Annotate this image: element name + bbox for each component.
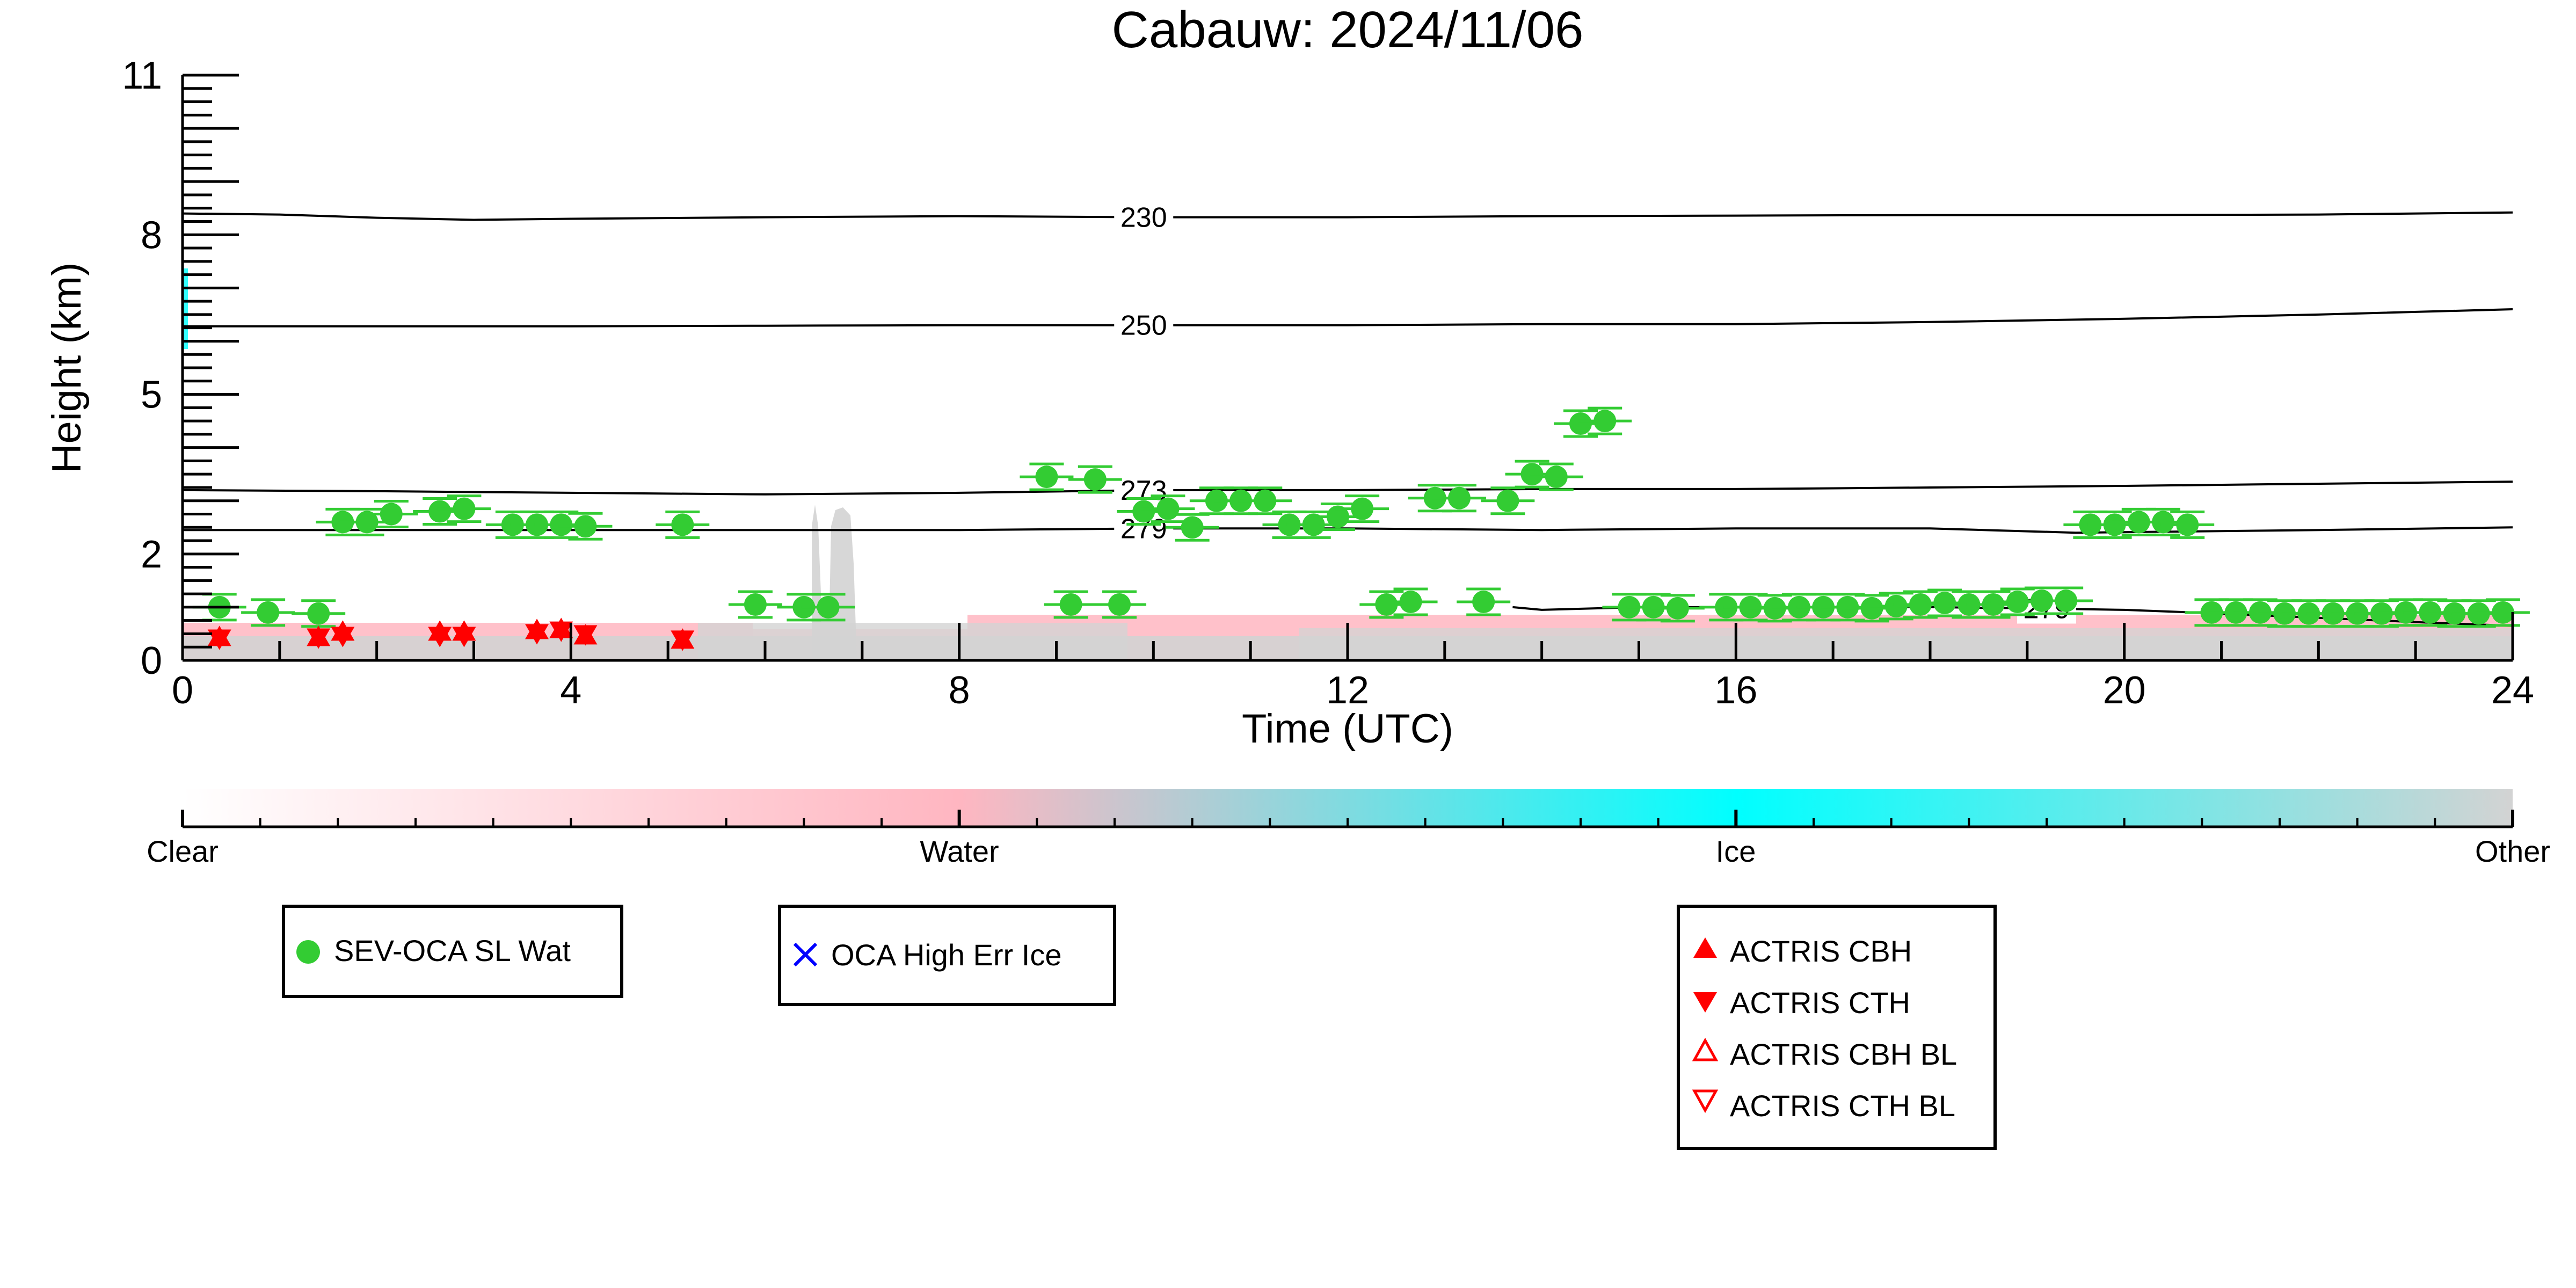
sev-oca-point [558, 512, 613, 541]
sev-oca-point [728, 590, 782, 619]
y-tick-label: 2 [141, 533, 162, 576]
triangle-down-icon [1693, 992, 1717, 1013]
actris-cth-marker [549, 621, 573, 642]
sev-oca-point [364, 500, 418, 528]
x-axis-label: Time (UTC) [1242, 706, 1453, 752]
actris-cth-marker [331, 627, 355, 647]
legend-box [778, 905, 1116, 1006]
actris-cth-marker [671, 630, 695, 651]
x-tick-label: 20 [2103, 669, 2146, 712]
colorbar-label-ice: Ice [1716, 834, 1756, 868]
legend-label: OCA High Err Ice [831, 938, 1061, 972]
actris-cth-marker [428, 627, 452, 647]
triangle-down-open-icon [1692, 1089, 1719, 1114]
sev-oca-point [1286, 510, 1341, 539]
legend-box [1677, 905, 1997, 1150]
actris-cth-marker [573, 625, 598, 646]
sev-oca-point [1141, 494, 1195, 523]
sev-oca-point [1845, 594, 1899, 623]
sev-oca-point [1335, 494, 1389, 523]
colorbar: Clear Water Ice Other [147, 789, 2550, 868]
legend-label: ACTRIS CBH BL [1730, 1037, 1957, 1071]
other-cloud-band [698, 623, 1127, 660]
x-ticks: 0 4 8 12 16 20 24 [172, 623, 2534, 712]
x-marker-icon [793, 942, 818, 967]
sev-oca-point [1918, 588, 1972, 617]
x-tick-label: 8 [949, 669, 970, 712]
x-tick-label: 16 [1714, 669, 1757, 712]
sev-oca-point [1238, 486, 1292, 515]
colorbar-label-water: Water [920, 834, 999, 868]
other-cloud-column [812, 505, 857, 660]
legend-sev-oca: SEV-OCA SL Wat [282, 905, 623, 998]
sev-oca-point [1481, 486, 1535, 515]
sev-oca-point [2160, 510, 2215, 539]
sev-oca-point [801, 593, 855, 622]
contour-line [183, 308, 2513, 328]
sev-oca-point [1650, 594, 1705, 623]
circle-marker-icon [296, 940, 320, 964]
legend-box [282, 905, 623, 998]
contour-line [182, 211, 2513, 221]
sev-oca-point [292, 599, 346, 628]
sev-oca-point [2039, 586, 2093, 615]
y-tick-label: 11 [122, 54, 162, 97]
sev-oca-point [2476, 598, 2530, 627]
actris-cth-marker [525, 624, 549, 645]
sev-oca-point [2087, 510, 2142, 539]
sev-oca-point [1457, 587, 1511, 616]
triangle-up-icon [1693, 937, 1717, 958]
contour-label-bg [1114, 310, 1174, 340]
sev-oca-point [1117, 497, 1171, 526]
chart-title: Cabauw: 2024/11/06 [1112, 1, 1584, 59]
y-tick-label: 0 [141, 639, 162, 682]
legend-oca-high-err: OCA High Err Ice [778, 905, 1116, 1006]
sev-oca-point [534, 510, 588, 539]
colorbar-label-other: Other [2475, 834, 2550, 868]
sev-oca-point [1068, 465, 1122, 494]
x-tick-label: 24 [2491, 669, 2534, 712]
contour-line [182, 481, 2513, 496]
axes [181, 75, 2514, 662]
sev-oca-point [437, 494, 491, 523]
legend-label: ACTRIS CTH BL [1730, 1089, 1955, 1123]
sev-oca-point [1384, 587, 1438, 616]
sev-oca-point [1044, 590, 1098, 619]
y-axis-label: Height (km) [44, 263, 90, 474]
legend-label: ACTRIS CTH [1730, 986, 1910, 1020]
contour-label-bg [1114, 202, 1174, 232]
colorbar-label-clear: Clear [147, 834, 219, 868]
actris-cth-marker [452, 627, 476, 647]
temperature-contours: 230250273279279 [182, 202, 2513, 627]
y-tick-label: 8 [141, 214, 162, 257]
sev-oca-point [1578, 406, 1632, 435]
triangle-up-open-icon [1692, 1037, 1719, 1061]
sev-oca-point [1165, 513, 1219, 542]
x-tick-label: 4 [560, 669, 581, 712]
ice-cloud-patch [183, 268, 188, 349]
x-tick-label: 12 [1326, 669, 1369, 712]
contour-label: 250 [1120, 310, 1167, 341]
legend-actris: ACTRIS CBH ACTRIS CTH ACTRIS CBH BL ACTR… [1677, 905, 1997, 1150]
contour-label: 230 [1120, 202, 1167, 233]
sev-oca-point [1093, 590, 1147, 619]
sev-oca-point [1020, 462, 1074, 491]
colorbar-ticks [181, 810, 2514, 828]
x-tick-label: 0 [172, 669, 193, 712]
sev-oca-point [656, 510, 710, 539]
actris-cth-marker [307, 628, 331, 649]
other-cloud-band [1299, 628, 2513, 660]
actris-cth-marker [207, 629, 231, 650]
sev-oca-point [1432, 484, 1486, 513]
legend-label: SEV-OCA SL Wat [334, 934, 571, 967]
y-tick-label: 5 [141, 374, 162, 417]
data-points [192, 406, 2530, 651]
legend-label: ACTRIS CBH [1730, 934, 1912, 968]
sev-oca-point [241, 598, 295, 627]
y-ticks: 0 2 5 8 11 [122, 54, 239, 682]
contour-line [183, 526, 2513, 534]
sev-oca-point [1529, 462, 1583, 491]
